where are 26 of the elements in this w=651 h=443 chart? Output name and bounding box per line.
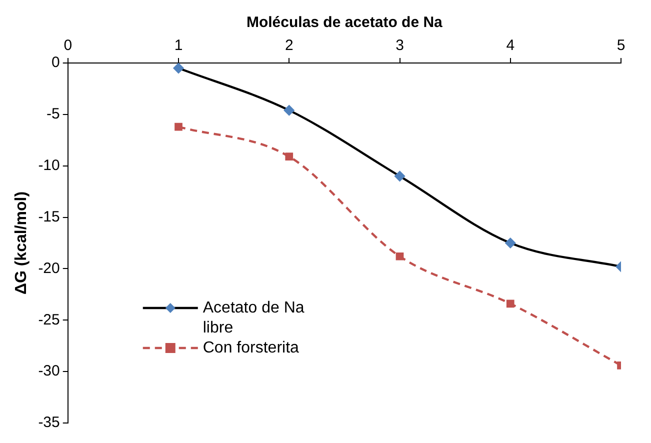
point — [285, 152, 294, 161]
y-tick-label: -20 — [38, 260, 60, 277]
x-tick-label: 0 — [64, 37, 72, 54]
y-tick-label: -35 — [38, 414, 60, 432]
point — [505, 238, 516, 248]
y-tick-label: 0 — [52, 54, 60, 72]
point — [506, 300, 514, 308]
y-tick-label: -10 — [38, 157, 60, 174]
x-tick-label: 3 — [396, 37, 404, 54]
y-tick-label: -25 — [38, 311, 60, 328]
point — [174, 122, 182, 131]
x-tick-label: 4 — [506, 37, 515, 54]
y-axis-title: ΔG (kcal/mol) — [13, 191, 30, 295]
x-axis-title: Moléculas de acetato de Na — [246, 14, 444, 32]
legend-label: Acetato de Na libre — [202, 299, 304, 336]
x-tick-label: 1 — [174, 37, 183, 54]
x-tick-label: 5 — [616, 37, 626, 54]
point — [394, 171, 405, 182]
x-tick-label: 2 — [284, 37, 294, 54]
point — [173, 63, 184, 74]
y-tick-label: -5 — [46, 106, 60, 123]
y-tick-label: -30 — [38, 362, 60, 380]
legend-label: Con forsterita — [202, 339, 300, 356]
point — [396, 252, 404, 260]
point — [284, 105, 294, 116]
y-tick-label: -15 — [38, 208, 60, 226]
